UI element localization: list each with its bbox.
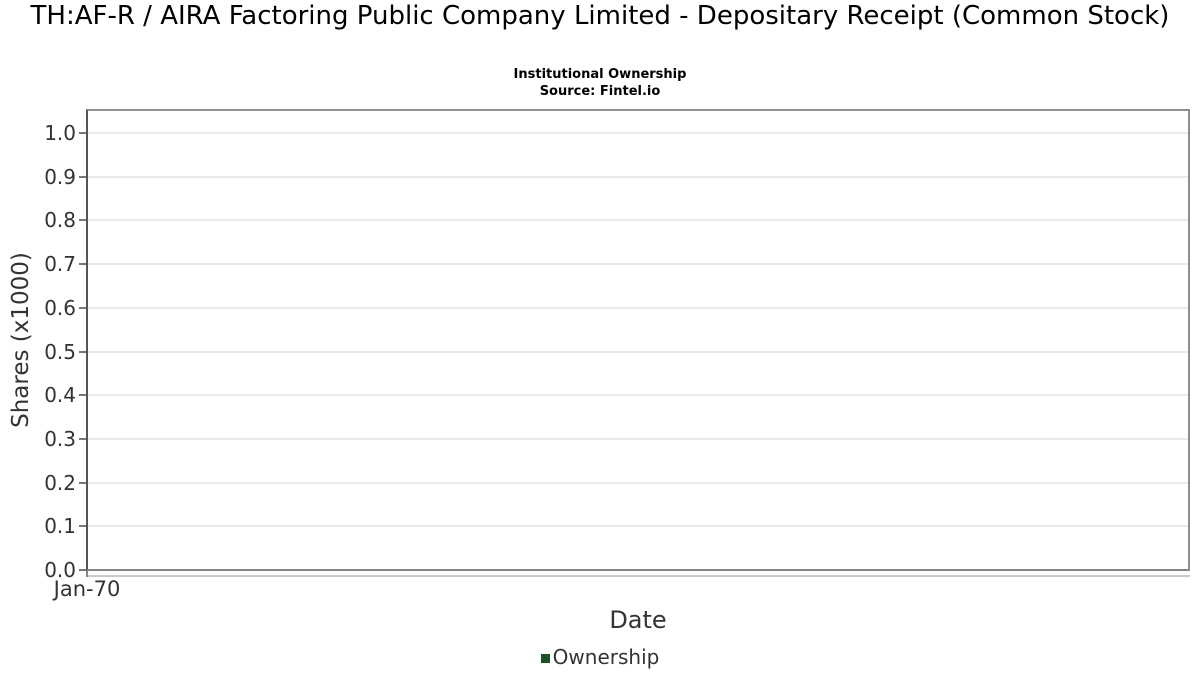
y-tick-mark-0.9 — [79, 175, 86, 178]
x-axis-title: Date — [609, 606, 667, 634]
y-tick-label-0.5: 0.5 — [44, 339, 76, 364]
gridline-y-0.8 — [88, 219, 1188, 222]
y-tick-mark-0.0 — [79, 569, 86, 571]
y-tick-mark-0.1 — [79, 525, 86, 528]
gridline-y-0.9 — [88, 175, 1188, 178]
x-tick-mark — [86, 571, 88, 577]
chart-title: TH:AF-R / AIRA Factoring Public Company … — [30, 1, 1170, 31]
gridline-y-1.0 — [88, 132, 1188, 134]
y-tick-mark-1.0 — [79, 132, 86, 134]
y-tick-mark-0.6 — [79, 306, 86, 309]
legend-swatch-ownership — [540, 653, 550, 663]
y-tick-mark-0.4 — [79, 394, 86, 397]
gridline-y-0.1 — [88, 525, 1188, 528]
y-tick-mark-0.3 — [79, 437, 86, 440]
y-tick-label-0.4: 0.4 — [44, 383, 76, 408]
gridline-y-0.7 — [88, 263, 1188, 266]
y-tick-label-0.9: 0.9 — [44, 164, 76, 189]
gridline-y-0.4 — [88, 394, 1188, 397]
chart-subtitle: Institutional Ownership — [513, 67, 687, 82]
y-tick-label-0.8: 0.8 — [44, 208, 76, 233]
y-tick-mark-0.8 — [79, 219, 86, 222]
y-tick-label-0.2: 0.2 — [44, 470, 76, 495]
x-tick-label: Jan-70 — [53, 577, 121, 601]
gridline-y-0.3 — [88, 437, 1188, 440]
legend-label-ownership: Ownership — [552, 645, 660, 669]
x-axis-line — [87, 575, 1190, 577]
y-tick-label-1.0: 1.0 — [44, 121, 76, 145]
gridline-y-0.5 — [88, 350, 1188, 353]
y-tick-label-0.3: 0.3 — [44, 426, 76, 451]
y-tick-label-0.1: 0.1 — [44, 514, 76, 539]
plot-area — [86, 109, 1190, 571]
y-tick-label-0.7: 0.7 — [44, 252, 76, 277]
chart-source: Source: Fintel.io — [539, 84, 661, 99]
gridline-y-0.2 — [88, 481, 1188, 484]
y-tick-label-0.6: 0.6 — [44, 295, 76, 320]
y-tick-label-0.0: 0.0 — [44, 558, 76, 582]
gridline-y-0.6 — [88, 306, 1188, 309]
y-tick-mark-0.7 — [79, 263, 86, 266]
y-tick-mark-0.2 — [79, 481, 86, 484]
legend: Ownership — [0, 645, 1200, 669]
y-tick-mark-0.5 — [79, 350, 86, 353]
